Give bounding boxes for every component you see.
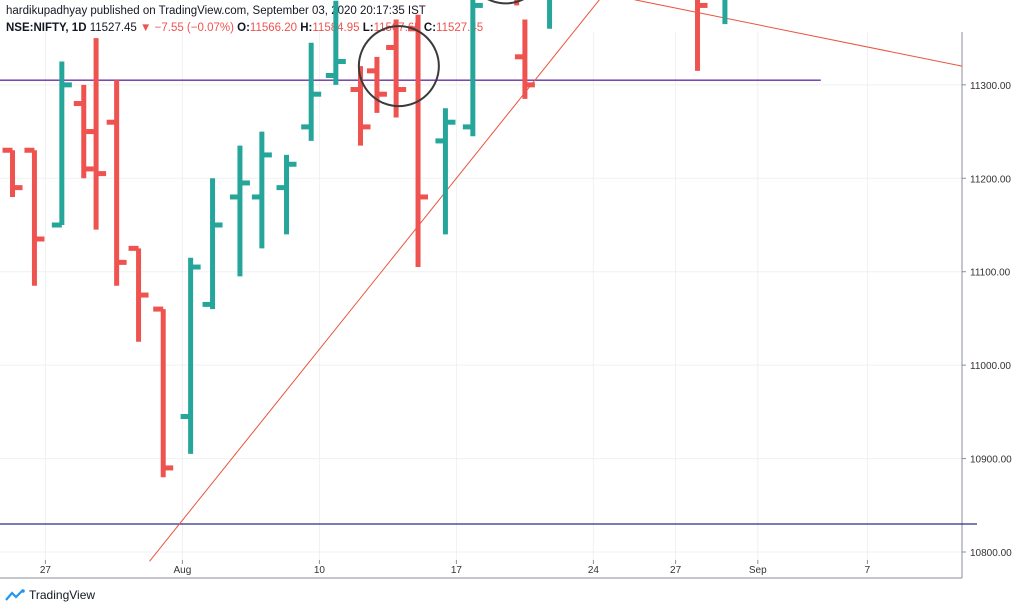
down-arrow-icon: ▼ [140, 22, 152, 34]
x-tick-label: 27 [40, 565, 52, 576]
trend-line [633, 0, 963, 67]
chart-header: hardikupadhyay published on TradingView.… [6, 3, 483, 37]
close-label: C: [423, 22, 437, 34]
trend-line [149, 0, 600, 562]
low-label: L: [362, 22, 374, 34]
x-tick-label: Sep [749, 565, 767, 576]
y-tick-label: 10800.00 [970, 548, 1012, 559]
highlight-circle [487, 0, 525, 5]
tradingview-brand: TradingView [5, 588, 95, 602]
symbol-name: NSE:NIFTY, 1D [6, 22, 87, 34]
open-label: O: [237, 22, 250, 34]
x-tick-label: Aug [174, 565, 192, 576]
tradingview-logo-icon [5, 589, 25, 601]
high-label: H: [300, 22, 313, 34]
publish-info: hardikupadhyay published on TradingView.… [6, 5, 426, 17]
price-change: −7.55 (−0.07%) [154, 22, 234, 34]
y-tick-label: 11200.00 [970, 174, 1011, 185]
y-tick-label: 11000.00 [970, 361, 1011, 372]
x-tick-label: 27 [670, 565, 682, 576]
open-value: 11566.20 [249, 22, 298, 34]
x-tick-label: 24 [588, 565, 600, 576]
y-tick-label: 10900.00 [970, 455, 1012, 466]
x-tick-label: 7 [865, 565, 871, 576]
y-tick-label: 11300.00 [970, 81, 1011, 92]
highlight-circle [357, 25, 440, 108]
x-tick-label: 17 [451, 565, 463, 576]
y-tick-label: 11100.00 [970, 268, 1011, 279]
x-tick-label: 10 [314, 565, 326, 576]
symbol-info: NSE:NIFTY, 1D 11527.45 ▼ −7.55 (−0.07%) … [6, 20, 483, 37]
last-price: 11527.45 [89, 22, 137, 34]
brand-name: TradingView [29, 588, 96, 602]
